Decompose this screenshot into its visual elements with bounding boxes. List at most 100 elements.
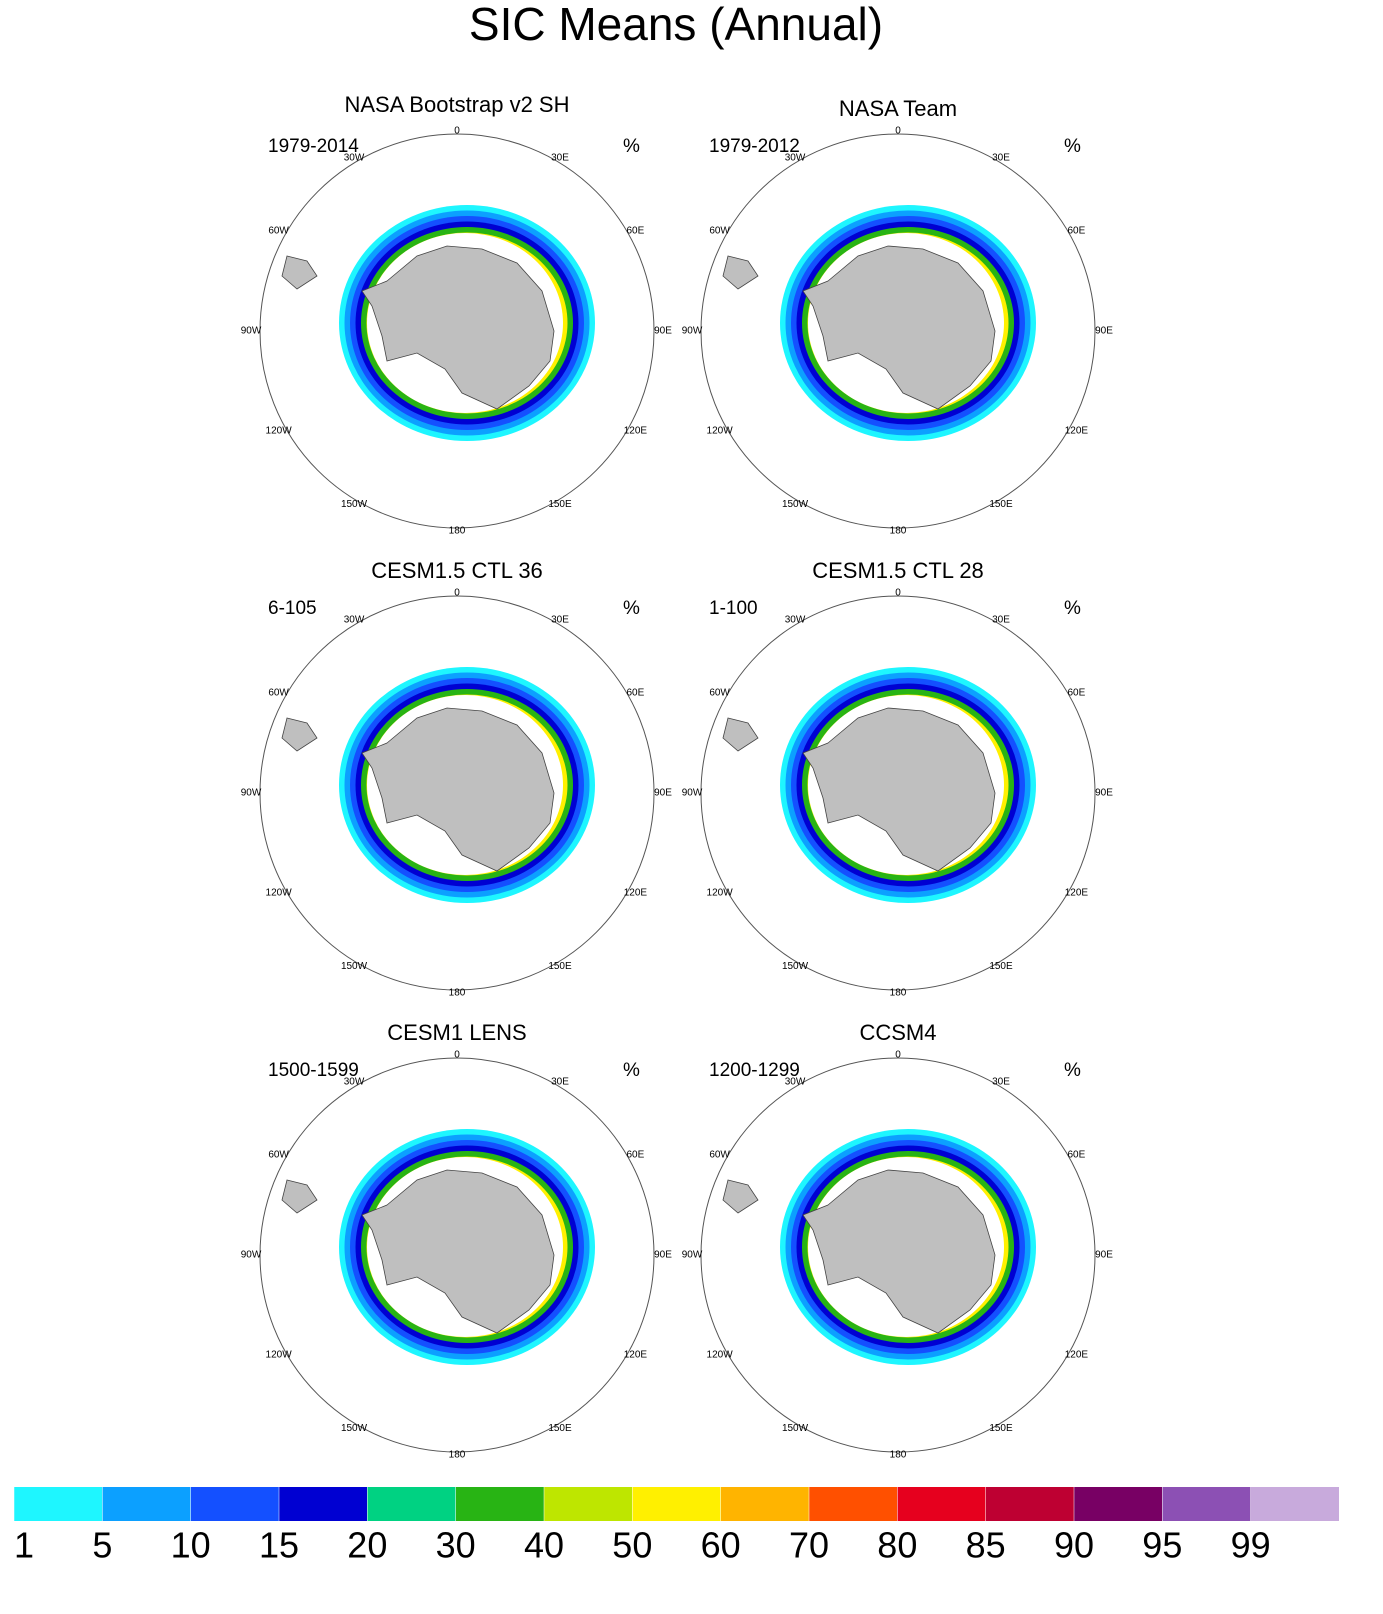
longitude-label: 90E — [1095, 788, 1113, 799]
panel-unit: % — [1064, 136, 1081, 157]
colorbar-box — [102, 1487, 191, 1521]
longitude-label: 180 — [449, 1450, 466, 1461]
longitude-label: 60E — [627, 688, 645, 699]
longitude-label: 90E — [654, 326, 672, 337]
colorbar-box — [279, 1487, 368, 1521]
colorbar-box — [897, 1487, 986, 1521]
longitude-label: 150E — [548, 499, 572, 510]
longitude-label: 90E — [1095, 326, 1113, 337]
longitude-label: 180 — [449, 526, 466, 537]
panel-title: CESM1.5 CTL 28 — [812, 558, 984, 583]
panel-period: 1500-1599 — [268, 1060, 359, 1081]
map-panel: CESM1.5 CTL 28 1-100 % 0 30E 60E 90E 120E 150E 18… — [682, 558, 1114, 999]
longitude-label: 120E — [624, 888, 648, 899]
map-boundary — [700, 1057, 1096, 1453]
longitude-label: 120E — [624, 426, 648, 437]
longitude-label: 30W — [785, 152, 806, 163]
longitude-label: 60W — [709, 688, 730, 699]
figure-title: SIC Means (Annual) — [469, 0, 883, 50]
panel-title: NASA Team — [839, 96, 957, 121]
colorbar-label: 99 — [1231, 1525, 1271, 1566]
longitude-label: 150W — [782, 499, 809, 510]
longitude-label: 30E — [992, 152, 1010, 163]
longitude-label: 180 — [890, 988, 907, 999]
longitude-label: 60E — [1068, 688, 1086, 699]
panel-title: CCSM4 — [859, 1020, 936, 1045]
colorbar-box — [809, 1487, 898, 1521]
colorbar-box — [985, 1487, 1074, 1521]
longitude-label: 30E — [551, 1076, 569, 1087]
longitude-label: 120W — [266, 1350, 293, 1361]
map-boundary — [700, 595, 1096, 991]
longitude-label: 150W — [782, 1423, 809, 1434]
colorbar-label: 50 — [612, 1525, 652, 1566]
longitude-label: 180 — [890, 1450, 907, 1461]
colorbar-box — [1250, 1487, 1339, 1521]
panel-period: 6-105 — [268, 598, 317, 619]
longitude-label: 180 — [890, 526, 907, 537]
colorbar-box — [455, 1487, 544, 1521]
longitude-label: 30W — [344, 1076, 365, 1087]
longitude-label: 120W — [707, 1350, 734, 1361]
map-boundary — [259, 595, 655, 991]
colorbar-label: 90 — [1054, 1525, 1094, 1566]
longitude-label: 90E — [654, 788, 672, 799]
map-panel: CESM1.5 CTL 36 6-105 % 0 30E 60E 90E 120E 150E 18… — [241, 558, 673, 999]
longitude-label: 30W — [785, 1076, 806, 1087]
longitude-label: 30W — [344, 614, 365, 625]
longitude-label: 150W — [341, 961, 368, 972]
longitude-label: 30W — [344, 152, 365, 163]
longitude-label: 60W — [268, 688, 289, 699]
colorbar-box — [1162, 1487, 1251, 1521]
longitude-label: 30W — [785, 614, 806, 625]
panel-unit: % — [1064, 1060, 1081, 1081]
longitude-label: 150E — [989, 1423, 1013, 1434]
longitude-label: 150E — [989, 961, 1013, 972]
longitude-label: 150W — [341, 499, 368, 510]
south-america — [281, 1179, 318, 1214]
longitude-label: 30E — [992, 1076, 1010, 1087]
panel-period: 1-100 — [709, 598, 758, 619]
longitude-label: 120W — [707, 426, 734, 437]
panel-title: NASA Bootstrap v2 SH — [345, 92, 570, 117]
antarctica — [361, 245, 555, 410]
colorbar-box — [1074, 1487, 1163, 1521]
longitude-label: 30E — [551, 152, 569, 163]
longitude-label: 0 — [454, 126, 460, 137]
south-america — [722, 1179, 759, 1214]
longitude-label: 150E — [548, 961, 572, 972]
longitude-label: 60E — [1068, 1150, 1086, 1161]
longitude-label: 90E — [1095, 1250, 1113, 1261]
longitude-label: 120E — [1065, 888, 1089, 899]
colorbar-label: 85 — [966, 1525, 1006, 1566]
longitude-label: 150W — [341, 1423, 368, 1434]
colorbar-label: 5 — [92, 1525, 112, 1566]
longitude-label: 60W — [268, 1150, 289, 1161]
panel-title: CESM1.5 CTL 36 — [371, 558, 543, 583]
longitude-label: 120E — [624, 1350, 648, 1361]
longitude-label: 90E — [654, 1250, 672, 1261]
colorbar-box — [544, 1487, 633, 1521]
colorbar-label: 40 — [524, 1525, 564, 1566]
colorbar-label: 1 — [14, 1525, 34, 1566]
colorbar-box — [720, 1487, 809, 1521]
antarctica — [361, 707, 555, 872]
colorbar-label: 95 — [1142, 1525, 1182, 1566]
longitude-label: 120E — [1065, 426, 1089, 437]
panel-unit: % — [623, 598, 640, 619]
antarctica — [802, 245, 996, 410]
longitude-label: 0 — [454, 1050, 460, 1061]
south-america — [722, 717, 759, 752]
longitude-label: 30E — [551, 614, 569, 625]
longitude-label: 90W — [682, 326, 703, 337]
panel-period: 1200-1299 — [709, 1060, 800, 1081]
map-panel: NASA Team 1979-2012 % 0 30E 60E 90E 120E 150E 180… — [682, 96, 1114, 537]
longitude-label: 0 — [895, 126, 901, 137]
longitude-label: 60W — [709, 1150, 730, 1161]
longitude-label: 60E — [627, 1150, 645, 1161]
panel-period: 1979-2012 — [709, 136, 800, 157]
longitude-label: 60W — [268, 226, 289, 237]
map-boundary — [259, 133, 655, 529]
longitude-label: 60W — [709, 226, 730, 237]
